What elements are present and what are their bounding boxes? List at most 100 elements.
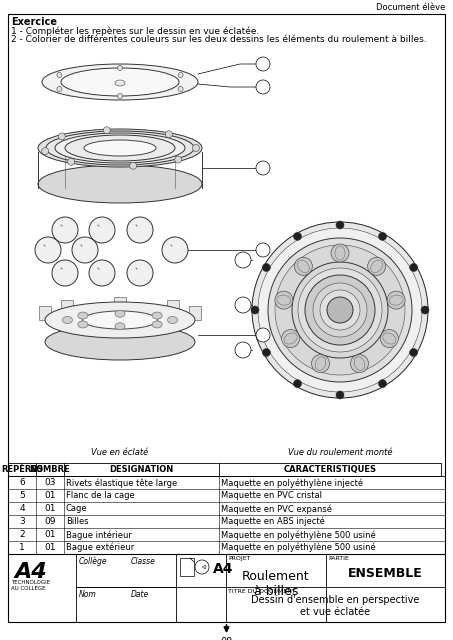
Circle shape xyxy=(275,245,405,375)
Bar xyxy=(167,312,179,326)
Circle shape xyxy=(35,237,61,263)
Bar xyxy=(114,315,126,329)
Circle shape xyxy=(42,148,48,155)
Text: Document élève: Document élève xyxy=(376,3,445,12)
Circle shape xyxy=(379,232,386,241)
Ellipse shape xyxy=(65,135,175,161)
Circle shape xyxy=(294,232,302,241)
Text: Rivets élastique tête large: Rivets élastique tête large xyxy=(66,478,177,488)
Circle shape xyxy=(381,330,398,348)
Ellipse shape xyxy=(78,312,88,319)
Circle shape xyxy=(268,238,412,382)
Circle shape xyxy=(294,257,313,275)
Ellipse shape xyxy=(168,317,178,323)
Circle shape xyxy=(117,65,122,70)
Ellipse shape xyxy=(38,165,202,203)
Circle shape xyxy=(72,237,98,263)
Text: 6: 6 xyxy=(19,478,25,487)
Circle shape xyxy=(305,275,375,345)
Circle shape xyxy=(127,260,153,286)
Circle shape xyxy=(165,131,172,138)
Text: 1: 1 xyxy=(19,543,25,552)
Text: REPÈRES: REPÈRES xyxy=(1,465,43,474)
Text: Maquette en polyéthylène injecté: Maquette en polyéthylène injecté xyxy=(221,478,363,488)
Text: Maquette en PVC cristal: Maquette en PVC cristal xyxy=(221,491,322,500)
Circle shape xyxy=(178,72,183,77)
Text: Bague extérieur: Bague extérieur xyxy=(66,543,134,552)
Circle shape xyxy=(162,237,188,263)
Text: Roulement
à billes: Roulement à billes xyxy=(242,570,310,598)
Circle shape xyxy=(282,330,299,348)
Text: 01: 01 xyxy=(44,530,56,539)
Circle shape xyxy=(89,217,115,243)
Circle shape xyxy=(130,162,137,169)
Ellipse shape xyxy=(61,68,179,96)
Text: AU COLLÈGE: AU COLLÈGE xyxy=(11,586,45,591)
Ellipse shape xyxy=(115,323,125,330)
Bar xyxy=(180,558,194,576)
Bar xyxy=(167,300,179,314)
Ellipse shape xyxy=(82,311,158,329)
Text: Flanc de la cage: Flanc de la cage xyxy=(66,491,135,500)
Circle shape xyxy=(252,222,428,398)
Bar xyxy=(61,312,73,326)
Circle shape xyxy=(256,328,270,342)
Text: CARACTERISTIQUES: CARACTERISTIQUES xyxy=(284,465,376,474)
Text: 01: 01 xyxy=(44,491,56,500)
Circle shape xyxy=(52,260,78,286)
Circle shape xyxy=(313,283,367,337)
Text: NOMBRE: NOMBRE xyxy=(29,465,70,474)
Bar xyxy=(8,463,441,476)
Text: 01: 01 xyxy=(44,504,56,513)
Circle shape xyxy=(178,86,183,92)
Circle shape xyxy=(262,264,270,271)
Circle shape xyxy=(235,252,251,268)
Bar xyxy=(61,300,73,314)
Text: PROJET: PROJET xyxy=(228,556,251,561)
Ellipse shape xyxy=(42,64,198,100)
Circle shape xyxy=(58,133,65,140)
Text: Vue du roulement monté: Vue du roulement monté xyxy=(288,448,392,457)
Text: Exercice: Exercice xyxy=(11,17,57,27)
Wedge shape xyxy=(202,565,206,569)
Circle shape xyxy=(193,145,199,152)
Ellipse shape xyxy=(115,310,125,317)
Text: Maquette en polyéthylène 500 usiné: Maquette en polyéthylène 500 usiné xyxy=(221,543,376,552)
Ellipse shape xyxy=(152,321,162,328)
Circle shape xyxy=(256,243,270,257)
Circle shape xyxy=(256,161,270,175)
Ellipse shape xyxy=(63,317,72,323)
Text: Cage: Cage xyxy=(66,504,87,513)
Circle shape xyxy=(387,291,405,309)
Circle shape xyxy=(312,355,329,372)
Circle shape xyxy=(298,268,382,352)
Bar xyxy=(189,306,201,320)
Circle shape xyxy=(327,297,353,323)
Circle shape xyxy=(175,156,182,163)
Text: 01: 01 xyxy=(44,543,56,552)
Ellipse shape xyxy=(115,80,125,86)
Text: DESIGNATION: DESIGNATION xyxy=(109,465,173,474)
Circle shape xyxy=(294,380,302,388)
Circle shape xyxy=(67,158,75,165)
Circle shape xyxy=(351,355,368,372)
Text: 09: 09 xyxy=(44,517,56,526)
Circle shape xyxy=(292,262,388,358)
Ellipse shape xyxy=(152,312,162,319)
Bar xyxy=(114,297,126,311)
Text: 1 - Compléter les repères sur le dessin en vue éclatée.: 1 - Compléter les repères sur le dessin … xyxy=(11,26,260,35)
Text: PARTIE: PARTIE xyxy=(328,556,349,561)
Text: A4: A4 xyxy=(14,562,47,582)
Circle shape xyxy=(331,244,349,262)
Text: TITRE DU DOCUMENT: TITRE DU DOCUMENT xyxy=(228,589,296,594)
Circle shape xyxy=(235,297,251,313)
Text: 2: 2 xyxy=(19,530,25,539)
Text: Vue en éclaté: Vue en éclaté xyxy=(92,448,149,457)
Circle shape xyxy=(258,228,422,392)
Text: Maquette en PVC expansé: Maquette en PVC expansé xyxy=(221,504,332,513)
Text: 5: 5 xyxy=(19,491,25,500)
Text: Bague intérieur: Bague intérieur xyxy=(66,530,132,540)
Text: 03: 03 xyxy=(44,478,56,487)
Text: Collège: Collège xyxy=(79,557,108,566)
Circle shape xyxy=(262,349,270,356)
